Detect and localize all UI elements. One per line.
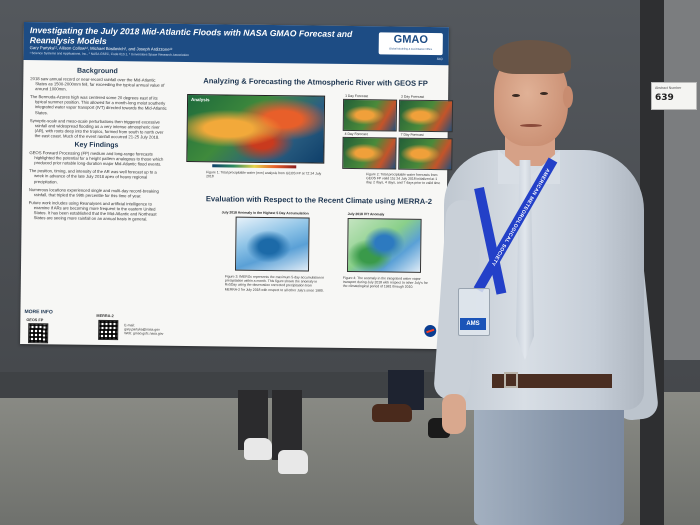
belt-buckle: [504, 372, 518, 388]
forecast-label: 2 Day Forecast: [401, 94, 425, 99]
precip-anomaly-map: [234, 216, 310, 272]
merra2-qr-code: [98, 319, 119, 341]
nasa-logo: [424, 324, 437, 338]
gmao-logo-subtext: Global Modeling & Assimilation Office: [389, 47, 433, 51]
poster-header: Investigating the July 2018 Mid-Atlantic…: [23, 22, 449, 66]
poster-number-sign: Abstract Number 639: [651, 82, 697, 110]
sign-number: 639: [655, 93, 674, 103]
ams-badge-label: AMS: [460, 318, 486, 330]
man-left-hand: [442, 394, 466, 434]
gmao-logo-text: GMAO: [393, 33, 428, 46]
contact-info: E-mail: gary.partyka@nasa.gov Web: gmao.…: [124, 323, 164, 337]
forecast-label: 1 Day Forecast: [345, 93, 369, 99]
map-a-label: July 2018 Anomaly in the Highest 5 Day A…: [221, 210, 309, 216]
poster-left-column: Background 2018 saw annual record or nea…: [24, 64, 167, 328]
figure1-caption: Figure 1: Total precipitable water (mm) …: [206, 170, 322, 179]
poster-number: 840: [436, 57, 443, 62]
poster-right-column: Analyzing & Forecasting the Atmospheric …: [170, 66, 454, 347]
merra2-label: MERRA-2: [96, 313, 114, 319]
background-bullet: The Bermuda-Azores high was centered som…: [30, 94, 167, 115]
figure3-caption: Figure 3: IMERGc represents the maximum …: [224, 274, 325, 293]
forecast-label: 4 Day Forecast: [344, 131, 368, 137]
analysis-map: Analysis: [186, 93, 326, 164]
background-person-right-leg: [272, 390, 302, 460]
background-bullet: 2018 saw annual record or near-record ra…: [30, 76, 165, 92]
analysis-label: Analysis: [191, 97, 210, 103]
section2-title: Evaluation with Respect to the Recent Cl…: [205, 194, 433, 206]
man-right-eye: [540, 92, 548, 95]
geos-fp-qr-code: [28, 323, 49, 344]
man-mouth: [520, 124, 542, 127]
ivt-anomaly-map: [346, 217, 422, 273]
sign-small-text: Abstract Number: [655, 86, 682, 90]
forecast-map-2day: [398, 99, 454, 133]
section1-title: Analyzing & Forecasting the Atmospheric …: [203, 76, 428, 88]
colorbar: [212, 164, 297, 169]
map-b-label: July 2018 IVT Anomaly: [347, 211, 385, 217]
background-bullet: Synoptic-scale and meso-scale perturbati…: [29, 117, 164, 140]
man-hair: [493, 40, 571, 74]
geos-fp-label: GEOS FP: [26, 318, 44, 323]
man-ear: [563, 86, 573, 108]
findings-bullet: GEOS Forward Processing (FP) medium and …: [29, 150, 164, 167]
white-sneaker-right: [278, 450, 308, 474]
research-poster: Investigating the July 2018 Mid-Atlantic…: [20, 22, 454, 350]
forecast-map-1day: [342, 98, 398, 132]
findings-heading: Key Findings: [74, 141, 119, 150]
findings-bullet: The position, timing, and intensity of t…: [29, 168, 157, 184]
man-belt: [492, 374, 612, 388]
findings-bullet: Future work includes using Reanalyses an…: [28, 199, 157, 222]
figure4-caption: Figure 4: The anomaly in the integrated …: [342, 275, 428, 290]
forecast-map-7day: [398, 137, 453, 171]
forecast-label: 7 Day Forecast: [400, 132, 424, 137]
white-sneaker-left: [244, 438, 272, 460]
findings-bullet: Numerous locations experienced single an…: [28, 186, 159, 199]
gmao-logo: GMAO Global Modeling & Assimilation Offi…: [378, 32, 443, 56]
adjacent-board: [664, 0, 700, 360]
brown-shoe: [372, 404, 412, 422]
more-info-label: MORE INFO: [24, 309, 53, 316]
figure2-caption: Figure 2: Total precipitable water forec…: [366, 172, 441, 186]
background-person-2-leg: [388, 370, 424, 410]
man-left-eye: [512, 94, 520, 97]
background-heading: Background: [76, 67, 118, 76]
forecast-map-4day: [342, 136, 397, 170]
